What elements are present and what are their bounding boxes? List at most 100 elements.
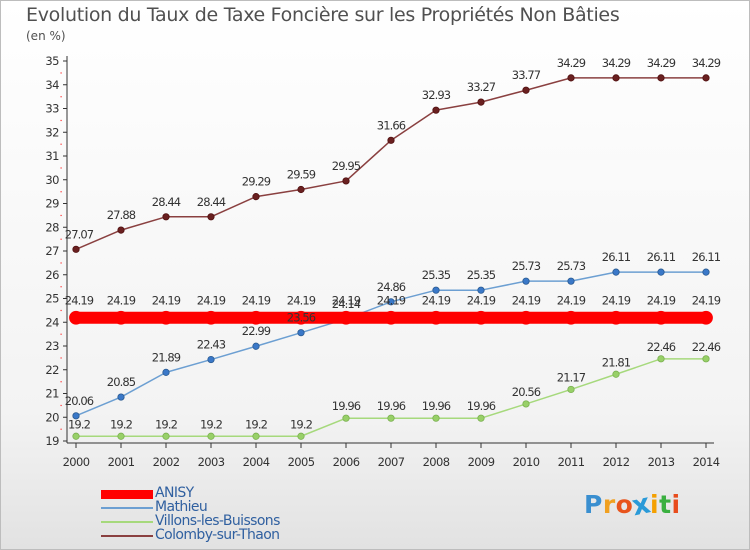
data-point xyxy=(162,368,170,376)
data-label: 34.29 xyxy=(647,56,676,70)
series-mathieu xyxy=(72,268,710,420)
data-label: 24.19 xyxy=(107,294,136,308)
data-label: 21.81 xyxy=(602,355,631,369)
data-point xyxy=(297,329,305,337)
data-label: 24.19 xyxy=(377,294,406,308)
data-label: 31.66 xyxy=(377,118,406,132)
y-tick-label: 24 xyxy=(45,315,59,329)
data-label: 24.19 xyxy=(602,294,631,308)
proxiti-logo: Proxiti xyxy=(584,487,681,522)
data-label: 32.93 xyxy=(422,88,451,102)
legend-swatch xyxy=(101,521,153,523)
data-label: 33.77 xyxy=(512,68,541,82)
data-label: 24.19 xyxy=(557,294,586,308)
data-label: 29.29 xyxy=(242,175,271,189)
series-colomby-sur-thaon xyxy=(72,74,710,253)
y-minor-tick xyxy=(60,309,62,312)
data-point xyxy=(252,342,260,350)
y-tick-label: 23 xyxy=(45,339,59,353)
y-minor-tick xyxy=(60,404,62,407)
data-label: 21.17 xyxy=(557,370,586,384)
data-point xyxy=(384,310,398,325)
series-anisy xyxy=(69,310,713,325)
data-label: 34.29 xyxy=(557,56,586,70)
series-line xyxy=(75,77,706,251)
data-point xyxy=(117,393,125,401)
x-tick-label: 2010 xyxy=(513,455,540,469)
data-label: 24.19 xyxy=(332,294,361,308)
y-tick-label: 27 xyxy=(45,244,59,258)
logo-letter: t xyxy=(659,490,672,519)
x-tick-label: 2004 xyxy=(243,455,270,469)
data-point xyxy=(249,310,263,325)
data-point xyxy=(207,432,215,440)
x-tick-label: 2001 xyxy=(108,455,135,469)
data-point xyxy=(612,370,620,378)
data-label: 19.2 xyxy=(68,417,91,431)
data-point xyxy=(297,432,305,440)
logo-letter: i xyxy=(671,490,681,519)
data-label: 34.29 xyxy=(692,56,721,70)
data-label: 19.2 xyxy=(245,417,268,431)
data-point xyxy=(702,268,710,276)
data-point xyxy=(387,136,395,144)
logo-letter: o xyxy=(615,490,634,519)
data-label: 24.19 xyxy=(287,294,316,308)
data-point xyxy=(429,310,443,325)
y-tick-label: 34 xyxy=(45,78,59,92)
legend-label: Mathieu xyxy=(155,499,208,515)
x-tick-label: 2011 xyxy=(558,455,585,469)
data-point xyxy=(72,432,80,440)
data-label: 20.85 xyxy=(107,375,136,389)
y-tick-label: 19 xyxy=(45,434,59,448)
data-point xyxy=(522,86,530,94)
chart-value-labels: 24.19 24.19 24.19 24.19 24.19 24.19 24.19 24.19… xyxy=(65,56,722,431)
data-point xyxy=(69,310,83,325)
data-point xyxy=(207,213,215,221)
data-label: 33.27 xyxy=(467,80,496,94)
data-point xyxy=(657,268,665,276)
data-point xyxy=(162,432,170,440)
legend-swatch xyxy=(101,489,153,499)
y-minor-tick xyxy=(60,357,62,359)
data-label: 23.56 xyxy=(287,311,316,325)
data-point xyxy=(699,310,713,325)
y-minor-tick xyxy=(60,262,62,264)
data-point xyxy=(72,412,80,420)
data-label: 25.73 xyxy=(512,259,541,273)
x-tick-label: 2014 xyxy=(693,455,720,469)
x-tick-label: 2002 xyxy=(153,455,180,469)
x-tick-label: 2013 xyxy=(648,455,675,469)
data-point xyxy=(477,98,485,106)
data-label: 24.19 xyxy=(152,294,181,308)
legend-swatch xyxy=(101,535,153,537)
data-label: 19.96 xyxy=(422,399,451,413)
y-tick-label: 26 xyxy=(45,268,59,282)
data-point xyxy=(612,268,620,276)
data-point xyxy=(252,432,260,440)
data-label: 25.35 xyxy=(422,268,451,282)
data-point xyxy=(114,310,128,325)
legend-swatch xyxy=(101,507,153,509)
data-point xyxy=(432,414,440,422)
y-tick-label: 25 xyxy=(45,292,59,306)
data-label: 22.43 xyxy=(197,338,226,352)
x-tick-label: 2005 xyxy=(288,455,315,469)
data-point xyxy=(702,74,710,82)
data-label: 21.89 xyxy=(152,350,181,364)
y-tick-label: 29 xyxy=(45,197,59,211)
data-label: 19.2 xyxy=(155,417,178,431)
data-label: 26.11 xyxy=(692,250,721,264)
x-tick-label: 2006 xyxy=(333,455,360,469)
data-point xyxy=(564,310,578,325)
data-label: 19.96 xyxy=(332,399,361,413)
y-tick-label: 22 xyxy=(45,363,59,377)
legend-label: Colomby-sur-Thaon xyxy=(155,527,280,543)
data-label: 27.07 xyxy=(65,227,94,241)
data-point xyxy=(117,226,125,234)
logo-letter: P xyxy=(584,490,603,519)
y-minor-tick xyxy=(60,143,62,145)
data-point xyxy=(294,310,308,325)
x-tick-label: 2007 xyxy=(378,455,405,469)
